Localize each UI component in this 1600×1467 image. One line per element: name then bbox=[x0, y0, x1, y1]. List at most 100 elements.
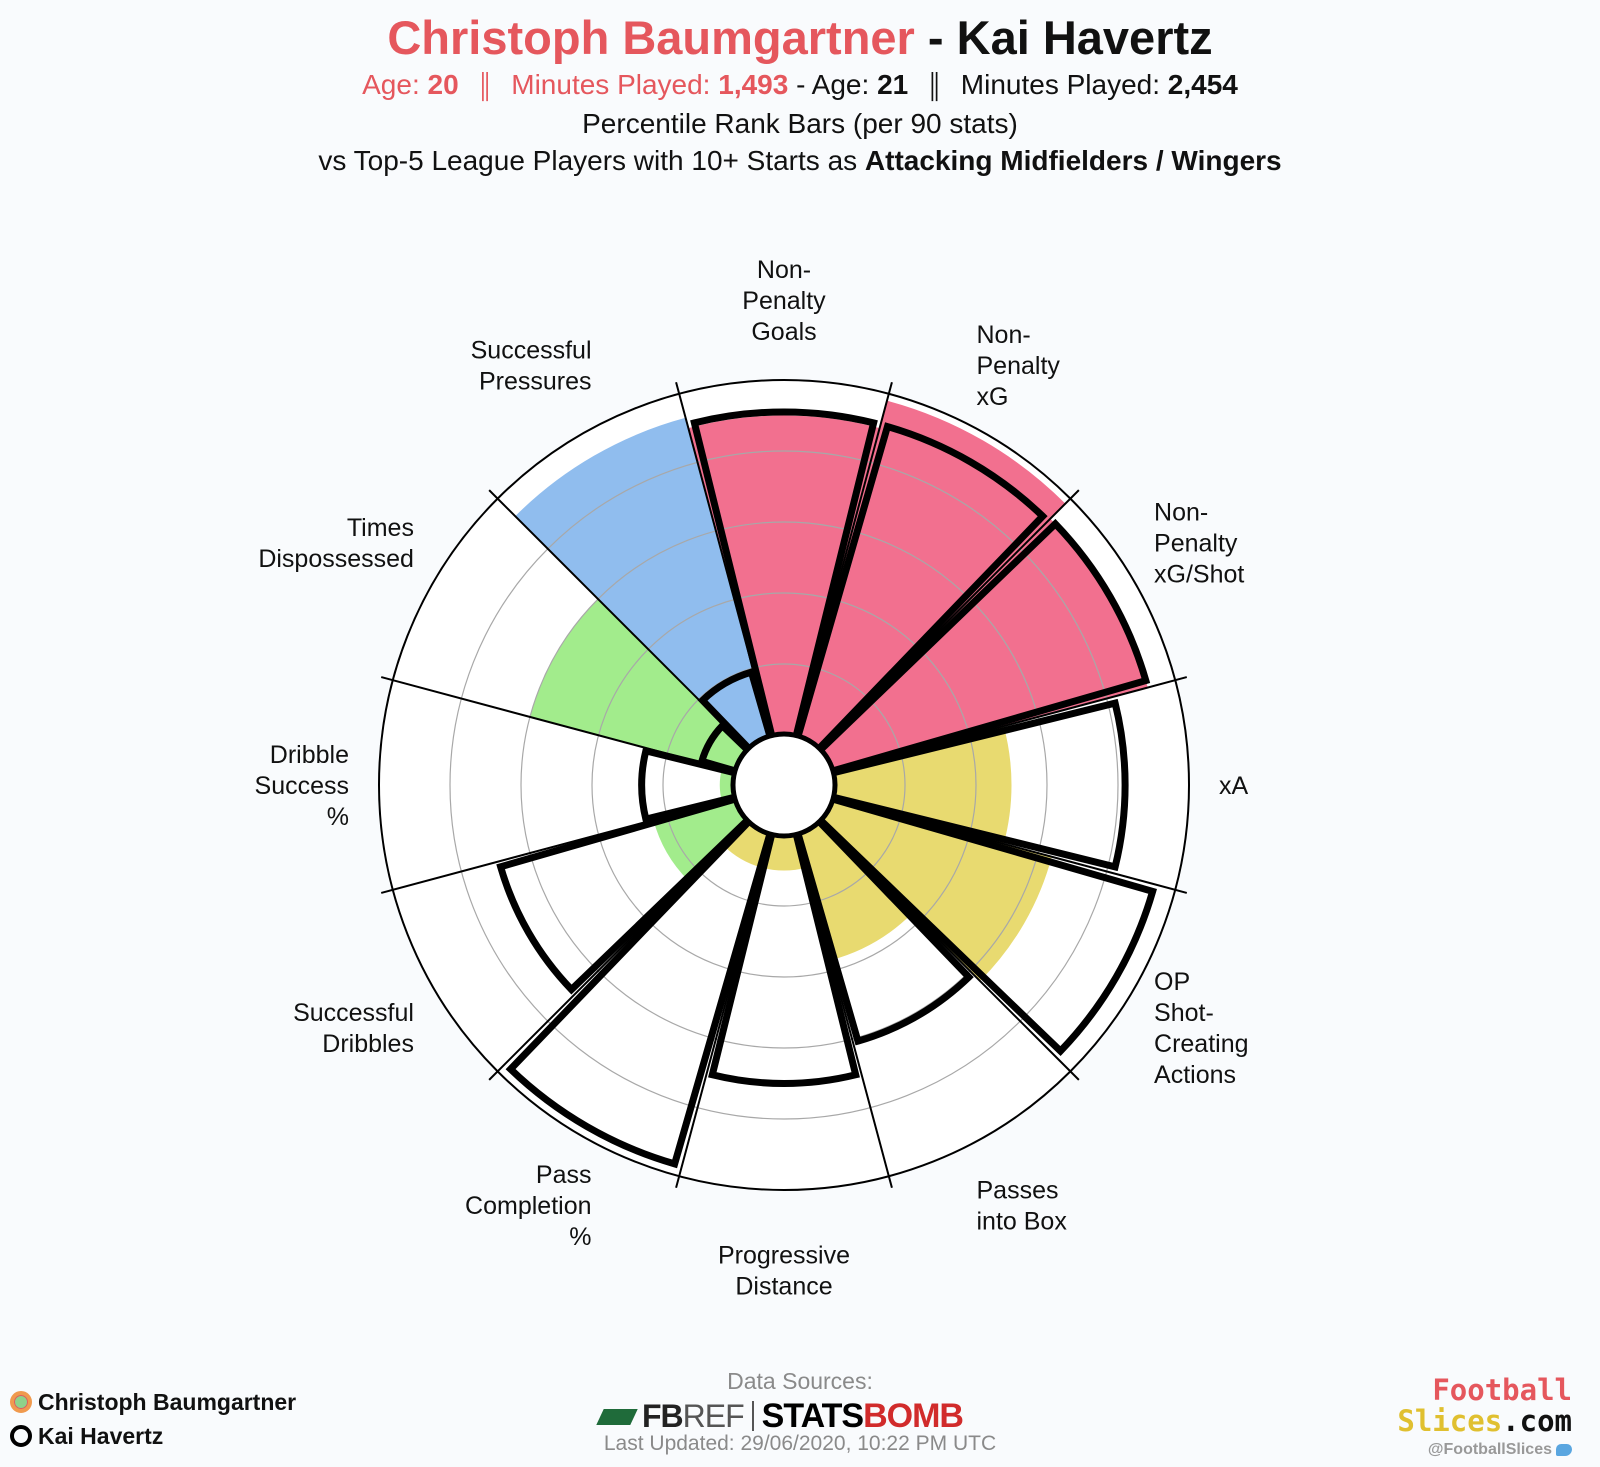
axis-label-line: xA bbox=[1219, 772, 1249, 800]
player1-title: Christoph Baumgartner bbox=[387, 11, 915, 64]
legend-marker-player2 bbox=[10, 1425, 32, 1447]
player2-minutes-label: Minutes Played: bbox=[960, 69, 1161, 100]
data-sources-label: Data Sources: bbox=[727, 1368, 873, 1394]
axis-label-line: Actions bbox=[1154, 1061, 1236, 1089]
grid-ring-20 bbox=[662, 663, 906, 907]
axis-label-line: Dispossessed bbox=[258, 545, 414, 573]
axis-label-line: into Box bbox=[977, 1208, 1068, 1236]
fbref-logo: FBREF bbox=[642, 1397, 745, 1435]
player2-info: Age: 21 ║ Minutes Played: 2,454 bbox=[812, 69, 1238, 100]
axis-label-line: Penalty bbox=[977, 352, 1061, 380]
axis-label-2: Non- Penalty xG/Shot bbox=[1154, 499, 1244, 589]
fbref-fb: FB bbox=[642, 1397, 684, 1434]
axis-label-line: Penalty bbox=[742, 287, 826, 315]
axis-label-line: Passes bbox=[977, 1177, 1059, 1205]
axis-label-line: Creating bbox=[1154, 1030, 1249, 1058]
grid-ring-80 bbox=[449, 450, 1119, 1120]
grid-ring-40 bbox=[591, 592, 977, 978]
axis-label-3: xA bbox=[1219, 772, 1249, 800]
axis-label-line: Dribble bbox=[270, 741, 349, 769]
axis-label-8: Successful Dribbles bbox=[293, 999, 414, 1058]
player1-age-label: Age: bbox=[362, 69, 420, 100]
brand-slices: Slices bbox=[1397, 1404, 1503, 1438]
axis-label-line: Pass bbox=[536, 1161, 592, 1189]
axis-label-line: xG bbox=[977, 383, 1009, 411]
axis-label-4: OP Shot- Creating Actions bbox=[1154, 968, 1249, 1089]
player1-minutes: 1,493 bbox=[718, 69, 789, 100]
brand-handle: @FootballSlices bbox=[1427, 1441, 1552, 1458]
bar-christoph-baumgartner-0 bbox=[688, 415, 880, 737]
axis-label-line: Distance bbox=[735, 1273, 832, 1301]
axis-label-10: Times Dispossessed bbox=[258, 514, 414, 573]
brand-line1: Football bbox=[1432, 1373, 1572, 1407]
fbref-logo-icon bbox=[600, 1403, 638, 1429]
axis-label-5: Passes into Box bbox=[977, 1177, 1068, 1236]
axis-label-line: Non- bbox=[977, 321, 1031, 349]
axis-label-line: Shot- bbox=[1154, 999, 1214, 1027]
axis-label-line: Dribbles bbox=[322, 1030, 414, 1058]
info-divider: ║ bbox=[476, 73, 494, 100]
axis-label-9: Dribble Success% bbox=[255, 741, 349, 831]
title-separator: - bbox=[927, 11, 944, 64]
fbref-ref: REF bbox=[682, 1397, 745, 1434]
comparison-line: vs Top-5 League Players with 10+ Starts … bbox=[0, 142, 1600, 179]
axis-label-line: Successful bbox=[471, 336, 592, 364]
bar-christoph-baumgartner-10 bbox=[529, 599, 749, 773]
chart-header: Christoph Baumgartner - Kai Havertz Age:… bbox=[0, 10, 1600, 179]
axis-label-line: Penalty bbox=[1154, 530, 1238, 558]
axis-label-line: Times bbox=[347, 514, 414, 542]
legend-item-player2: Kai Havertz bbox=[10, 1419, 296, 1453]
data-source-logos: FBREF STATSBOMB bbox=[600, 1396, 1010, 1436]
player1-info: Age: 20 ║ Minutes Played: 1,493 bbox=[362, 69, 796, 100]
legend-item-player1: Christoph Baumgartner bbox=[10, 1385, 296, 1419]
axis-label-line: Non- bbox=[757, 256, 811, 284]
legend-marker-player1 bbox=[10, 1391, 32, 1413]
axis-label-line: Progressive bbox=[718, 1242, 850, 1270]
axis-label-0: Non- Penalty Goals bbox=[742, 256, 826, 346]
statsbomb-bomb: BOMB bbox=[863, 1396, 964, 1435]
info-dash: - bbox=[796, 69, 806, 100]
player-info-line: Age: 20 ║ Minutes Played: 1,493 - Age: 2… bbox=[0, 66, 1600, 105]
axis-label-7: Pass Completion% bbox=[465, 1161, 591, 1251]
bar-christoph-baumgartner-3 bbox=[832, 726, 1012, 844]
brand-logo: Football Slices.com @FootballSlices bbox=[1397, 1375, 1572, 1459]
axis-label-line: xG/Shot bbox=[1154, 561, 1244, 589]
brand-dotcom: .com bbox=[1502, 1404, 1572, 1438]
legend-label-player1: Christoph Baumgartner bbox=[38, 1388, 297, 1415]
center-hole bbox=[732, 733, 836, 837]
chart-subtitle: Percentile Rank Bars (per 90 stats) bbox=[582, 108, 1018, 139]
comparison-position: Attacking Midfielders / Wingers bbox=[864, 145, 1282, 176]
statsbomb-logo: STATSBOMB bbox=[761, 1396, 964, 1436]
player2-title: Kai Havertz bbox=[956, 11, 1213, 64]
grid-ring-60 bbox=[520, 521, 1048, 1049]
axis-label-6: Progressive Distance bbox=[718, 1242, 850, 1301]
twitter-icon bbox=[1556, 1443, 1572, 1456]
axis-label-line: Pressures bbox=[479, 367, 592, 395]
axis-label-line: Non- bbox=[1154, 499, 1208, 527]
player2-age: 21 bbox=[877, 69, 909, 100]
chart-title: Christoph Baumgartner - Kai Havertz bbox=[0, 10, 1600, 66]
axis-label-line: Goals bbox=[751, 318, 816, 346]
axis-label-line: Completion bbox=[465, 1192, 591, 1220]
axis-label-line: Successful bbox=[293, 999, 414, 1027]
player1-age: 20 bbox=[427, 69, 459, 100]
info-divider: ║ bbox=[926, 73, 944, 100]
player1-minutes-label: Minutes Played: bbox=[511, 69, 711, 100]
axis-label-line: % bbox=[327, 803, 349, 831]
brand-handle-row: @FootballSlices bbox=[1397, 1441, 1572, 1459]
axis-label-1: Non- Penalty xG bbox=[977, 321, 1061, 411]
logo-divider bbox=[751, 1401, 754, 1431]
axis-label-11: Successful Pressures bbox=[471, 336, 592, 395]
comparison-prefix: vs Top-5 League Players with 10+ Starts … bbox=[318, 145, 858, 176]
player2-age-label: Age: bbox=[811, 69, 870, 100]
legend-label-player2: Kai Havertz bbox=[38, 1422, 164, 1449]
axis-label-line: OP bbox=[1154, 968, 1190, 996]
last-updated: Last Updated: 29/06/2020, 10:22 PM UTC bbox=[603, 1432, 997, 1455]
legend: Christoph Baumgartner Kai Havertz bbox=[10, 1385, 296, 1453]
axis-label-line: % bbox=[569, 1223, 591, 1251]
brand-line2: Slices.com bbox=[1397, 1405, 1572, 1437]
axis-label-line: Success bbox=[255, 772, 349, 800]
statsbomb-stats: STATS bbox=[761, 1396, 864, 1435]
player2-minutes: 2,454 bbox=[1167, 69, 1238, 100]
